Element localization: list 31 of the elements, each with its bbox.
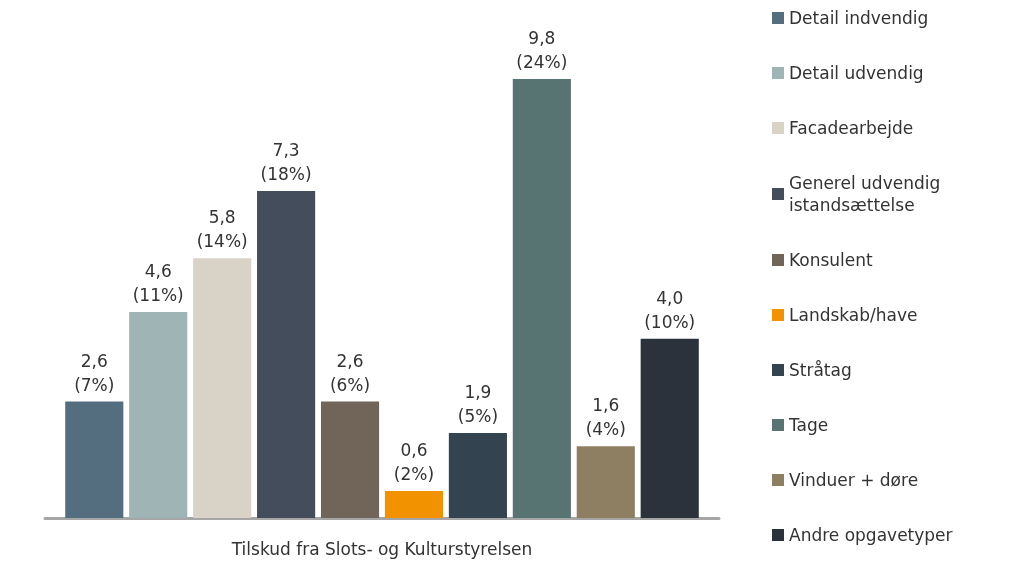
bar [257,190,316,518]
data-label: 7,3 (18%) [260,139,312,184]
data-label: 4,0 (10%) [644,287,696,332]
bar [512,78,571,518]
bar [65,401,124,518]
data-label: 2,6 (6%) [329,350,371,395]
bar [320,401,380,518]
data-label: 9,8 (24%) [516,27,568,72]
legend-label: Konsulent [789,250,874,270]
x-axis-title: Tilskud fra Slots- og Kulturstyrelsen [230,538,533,559]
legend-label: Detail indvendig [789,8,929,28]
legend-label: Facadearbejde [789,118,914,138]
bar [576,446,635,518]
data-label: 4,6 (11%) [132,260,184,305]
data-label: 2,6 (7%) [74,350,115,395]
bar [448,432,507,518]
data-label: 0,6 (2%) [393,440,435,485]
legend-label: Andre opgavetyper [789,525,953,545]
bar [193,258,252,518]
bar [640,338,699,518]
legend-label: Landskab/have [789,305,918,325]
bar [129,311,188,518]
data-label: 5,8 (14%) [196,207,248,252]
legend-label: Vinduer + døre [789,470,919,490]
legend-label: Tage [788,415,829,435]
bar [384,491,444,518]
legend-label: Generel udvendig istandsættelse [789,173,946,215]
legend-label: Stråtag [789,360,852,380]
data-label: 1,6 (4%) [585,395,626,440]
legend-label: Detail udvendig [789,63,924,83]
data-label: 1,9 (5%) [457,381,499,426]
